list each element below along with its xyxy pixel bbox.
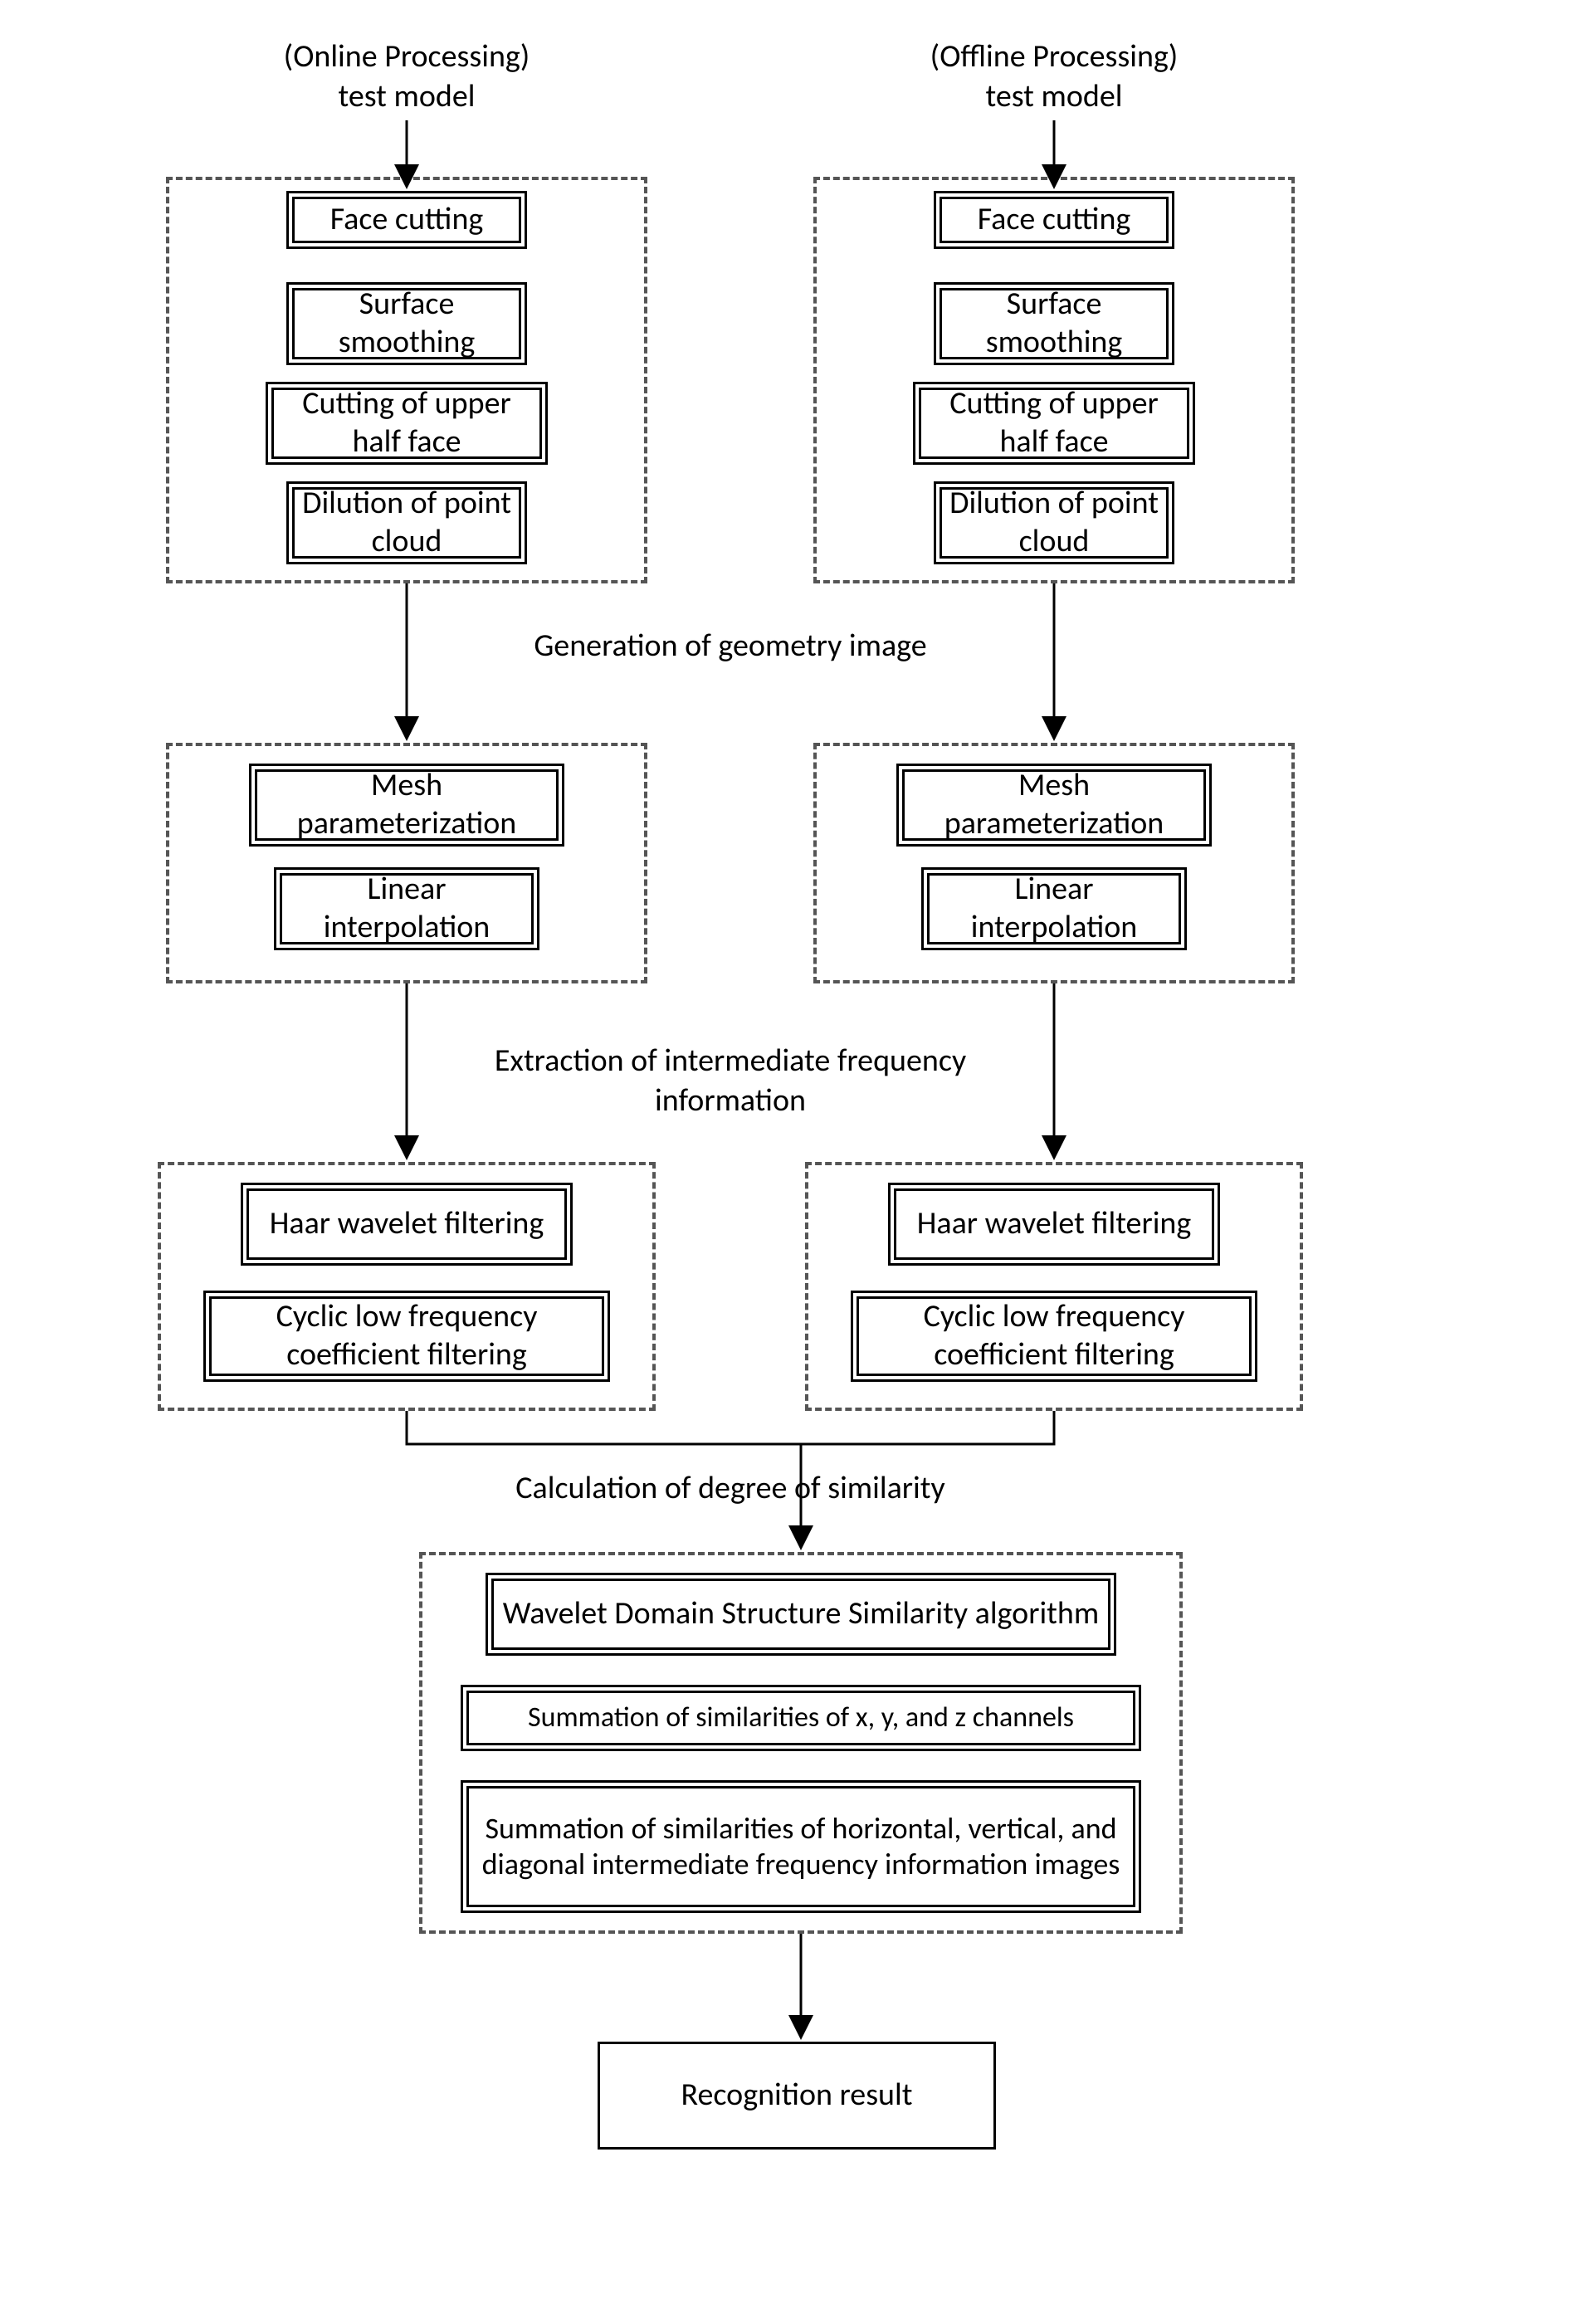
arrows-layer <box>0 0 1596 2318</box>
flowchart-canvas: (Online Processing) test model (Offline … <box>0 0 1596 2318</box>
